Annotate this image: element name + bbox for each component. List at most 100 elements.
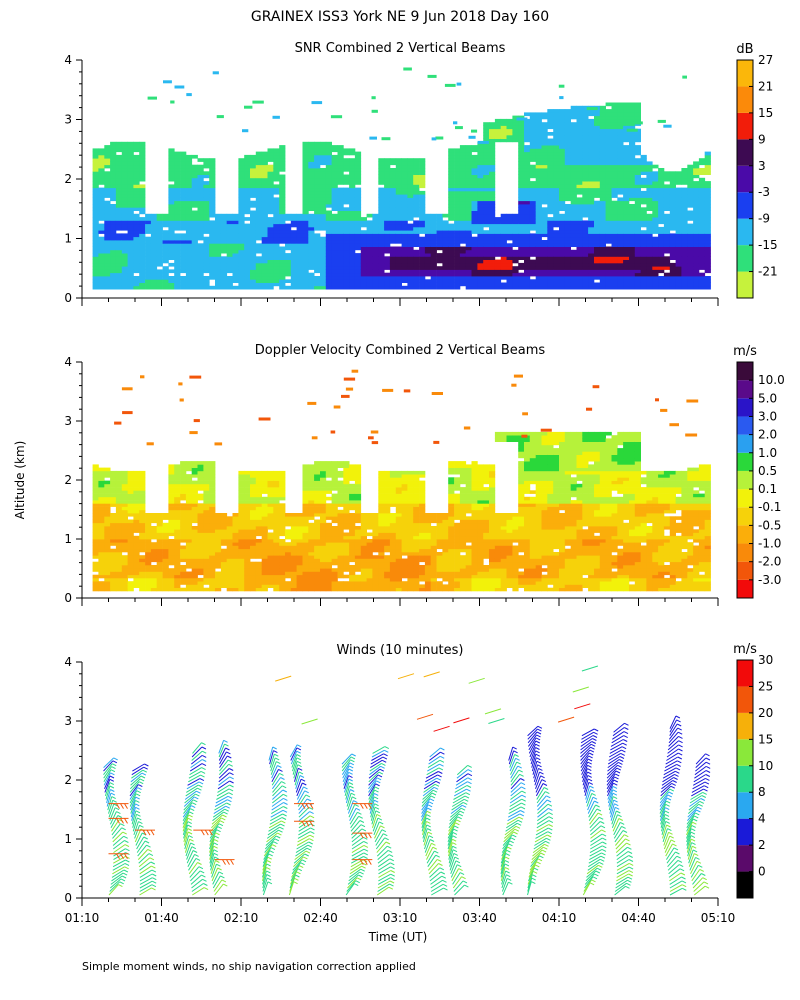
heatmap-cell (535, 246, 542, 251)
heatmap-cell (209, 584, 216, 588)
heatmap-cell (524, 158, 531, 162)
heatmap-cell (693, 262, 700, 267)
heatmap-cell (115, 584, 123, 588)
heatmap-cell (483, 184, 490, 189)
heatmap-cell (168, 581, 175, 585)
heatmap-cell (98, 285, 105, 290)
heatmap-cell (658, 184, 665, 189)
heatmap-cell (594, 253, 601, 257)
heatmap-cell (150, 587, 158, 592)
heatmap-cell (512, 213, 519, 218)
heatmap-cell (483, 246, 490, 251)
heatmap-cell (168, 470, 175, 475)
heatmap-cell (162, 240, 169, 244)
heatmap-cell (553, 197, 560, 202)
heatmap-cell (250, 177, 257, 182)
heatmap-cell (634, 112, 641, 117)
heatmap-cell (617, 223, 624, 228)
heatmap-cell (529, 132, 536, 136)
heatmap-cell (325, 184, 332, 189)
heatmap-cell (156, 282, 163, 287)
heatmap-cell (337, 259, 344, 264)
heatmap-cell (279, 266, 286, 270)
heatmap-cell (687, 184, 694, 189)
heatmap-cell (459, 210, 467, 215)
heatmap-cell (477, 204, 484, 208)
heatmap-cell (343, 243, 350, 247)
heatmap-cell (582, 154, 589, 159)
heatmap-cell (378, 233, 385, 238)
heatmap-cell (407, 194, 414, 198)
heatmap-cell (669, 243, 676, 247)
heatmap-cell (471, 223, 478, 228)
heatmap-cell (185, 581, 193, 585)
heatmap-cell (384, 197, 391, 202)
heatmap-cell (285, 230, 292, 234)
heatmap-cell (594, 158, 601, 162)
heatmap-cell (180, 187, 187, 192)
heatmap-cell (395, 226, 402, 231)
heatmap-cell (174, 483, 181, 488)
heatmap-cell (232, 249, 239, 254)
heatmap-cell (611, 194, 618, 198)
heatmap-cell (261, 213, 268, 218)
heatmap-cell (197, 213, 204, 218)
heatmap-cell (220, 243, 228, 247)
heatmap-cell (704, 230, 711, 234)
heatmap-cell (314, 233, 321, 238)
heatmap-cell (337, 204, 344, 208)
heatmap-cell (629, 217, 636, 221)
heatmap-cell (133, 555, 140, 559)
heatmap-cell (331, 236, 338, 241)
heatmap-cell (168, 226, 175, 231)
heatmap-cell (582, 282, 589, 287)
heatmap-cell (588, 128, 595, 133)
heatmap-cell (343, 190, 350, 195)
heatmap-cell (395, 240, 402, 244)
heatmap-cell (395, 262, 402, 267)
heatmap-cell (623, 240, 630, 244)
heatmap-cell (325, 177, 332, 182)
heatmap-cell (471, 184, 478, 189)
heatmap-cell (197, 262, 204, 267)
heatmap-cell (652, 285, 659, 290)
heatmap-cell (588, 138, 595, 143)
heatmap-cell (145, 542, 152, 546)
heatmap-cell (92, 262, 99, 267)
heatmap-cell (407, 256, 414, 260)
heatmap-cell (489, 217, 496, 221)
heatmap-cell (185, 177, 193, 182)
heatmap-cell (337, 154, 344, 159)
heatmap-cell (220, 282, 228, 287)
heatmap-cell (121, 204, 128, 208)
heatmap-cell (541, 285, 548, 290)
heatmap-cell (285, 240, 292, 244)
heatmap-cell (220, 266, 228, 270)
heatmap-cell (162, 535, 169, 540)
heatmap-cell (354, 161, 362, 166)
heatmap-cell (127, 269, 134, 274)
heatmap-cell (337, 210, 344, 215)
heatmap-cell (535, 171, 542, 175)
heatmap-cell (594, 262, 601, 267)
heatmap-cell (704, 217, 711, 221)
heatmap-cell (419, 240, 426, 244)
heatmap-cell (623, 220, 630, 225)
heatmap-cell (372, 285, 379, 290)
heatmap-cell (611, 207, 618, 211)
heatmap-cell (378, 161, 385, 166)
heatmap-cell (203, 480, 210, 485)
heatmap-cell (634, 269, 641, 274)
heatmap-cell (623, 148, 630, 153)
heatmap-cell (623, 158, 630, 162)
heatmap-patch (330, 115, 343, 119)
heatmap-cell (646, 249, 653, 254)
heatmap-cell (92, 496, 99, 501)
heatmap-cell (185, 174, 193, 179)
heatmap-cell (267, 174, 274, 179)
heatmap-cell (255, 282, 262, 287)
heatmap-cell (110, 240, 117, 244)
heatmap-cell (366, 253, 373, 257)
heatmap-cell (465, 285, 472, 290)
heatmap-cell (366, 240, 373, 244)
